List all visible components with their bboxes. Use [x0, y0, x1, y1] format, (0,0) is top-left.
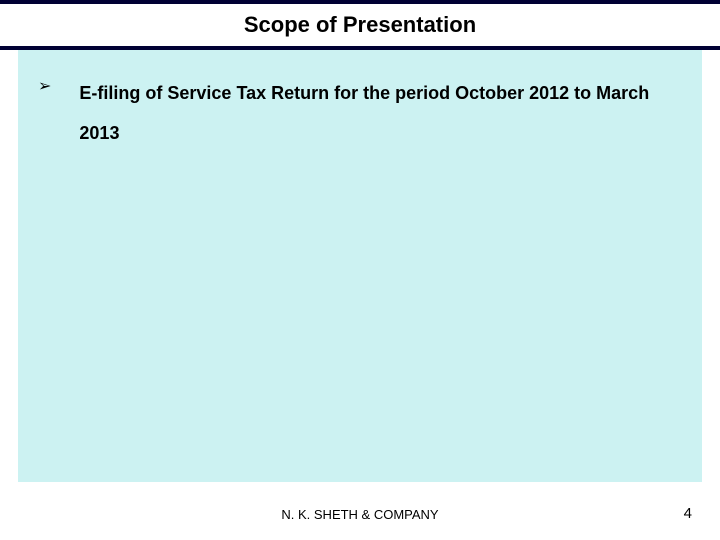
- bullet-marker-icon: ➢: [38, 76, 51, 96]
- bullet-text: E-filing of Service Tax Return for the p…: [79, 74, 682, 153]
- title-bar: Scope of Presentation: [0, 0, 720, 50]
- footer: N. K. SHETH & COMPANY: [0, 507, 720, 522]
- title-bar-inner: Scope of Presentation: [0, 4, 720, 46]
- page-number: 4: [684, 505, 692, 522]
- content-area: ➢ E-filing of Service Tax Return for the…: [18, 50, 702, 482]
- footer-text: N. K. SHETH & COMPANY: [281, 507, 438, 522]
- slide-title: Scope of Presentation: [236, 10, 484, 40]
- bullet-item: ➢ E-filing of Service Tax Return for the…: [38, 74, 682, 153]
